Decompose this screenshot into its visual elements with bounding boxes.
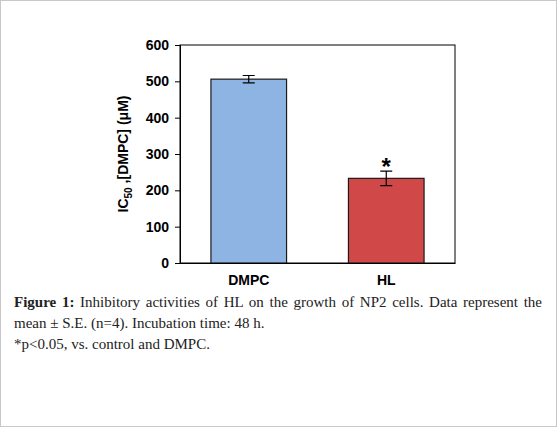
- y-tick-label: 100: [146, 219, 170, 235]
- plot-frame: [180, 45, 455, 263]
- y-tick-mark: [175, 263, 180, 264]
- caption-text: Inhibitory activities of HL on the growt…: [14, 294, 542, 331]
- y-tick: 0: [161, 255, 180, 271]
- y-axis-title-part: IC: [115, 198, 131, 212]
- x-tick-label: HL: [377, 272, 396, 288]
- y-tick: 300: [146, 146, 180, 162]
- error-bar-line: [243, 76, 255, 83]
- y-tick-mark: [175, 227, 180, 228]
- y-tick-label: 300: [146, 146, 170, 162]
- significance-mark: *: [382, 153, 392, 180]
- y-tick-mark: [175, 190, 180, 191]
- error-bar: [243, 76, 255, 83]
- bar: [348, 178, 424, 263]
- figure-frame: [1, 1, 557, 427]
- y-tick-label: 600: [146, 37, 170, 53]
- x-axis-line: [181, 263, 456, 264]
- y-tick-label: 400: [146, 110, 170, 126]
- y-tick: 100: [146, 219, 180, 235]
- caption-note: *p<0.05, vs. control and DMPC.: [14, 334, 542, 355]
- y-tick-mark: [175, 81, 180, 82]
- x-axis: DMPC HL: [181, 263, 456, 288]
- caption-label: Figure 1:: [14, 294, 74, 310]
- y-tick-mark: [175, 154, 180, 155]
- bars: [211, 76, 424, 263]
- y-axis-title-part: ,[DMPC] (μM): [115, 96, 131, 188]
- x-tick: HL: [377, 263, 396, 288]
- caption: Figure 1: Inhibitory activities of HL on…: [14, 292, 542, 355]
- y-axis-title-part: 50: [123, 187, 134, 199]
- y-axis-line: [175, 46, 181, 264]
- x-tick: DMPC: [228, 263, 269, 288]
- y-tick: 200: [146, 182, 180, 198]
- y-tick: 500: [146, 73, 180, 89]
- figure: 0 100 200 300 400 500 600 DMPC HL IC50 ,[DMPC] (μ…: [0, 0, 557, 427]
- y-tick-mark: [175, 118, 180, 119]
- y-tick: 400: [146, 110, 180, 126]
- y-tick-mark: [175, 45, 180, 46]
- y-tick-label: 200: [146, 182, 170, 198]
- bar: [211, 79, 287, 263]
- y-tick-label: 0: [161, 255, 169, 271]
- y-axis-title: IC50 ,[DMPC] (μM): [115, 96, 134, 213]
- x-tick-label: DMPC: [228, 272, 269, 288]
- y-tick: 600: [146, 37, 180, 53]
- y-tick-label: 500: [146, 73, 170, 89]
- y-axis: 0 100 200 300 400 500 600: [146, 37, 181, 271]
